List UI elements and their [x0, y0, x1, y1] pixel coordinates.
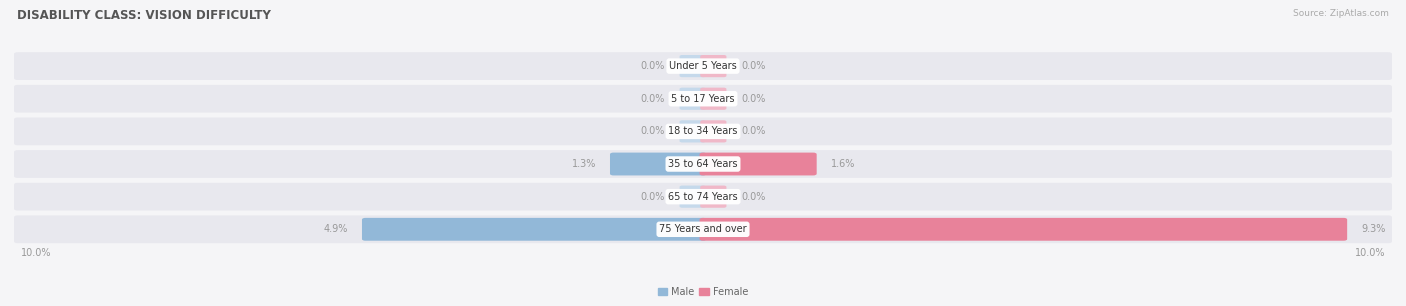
Text: 9.3%: 9.3% — [1361, 224, 1385, 234]
Text: 10.0%: 10.0% — [21, 248, 52, 258]
FancyBboxPatch shape — [700, 218, 1347, 241]
FancyBboxPatch shape — [14, 150, 1392, 178]
Text: 75 Years and over: 75 Years and over — [659, 224, 747, 234]
FancyBboxPatch shape — [700, 120, 727, 143]
Text: 4.9%: 4.9% — [323, 224, 349, 234]
Text: 1.6%: 1.6% — [831, 159, 855, 169]
FancyBboxPatch shape — [700, 55, 727, 77]
Text: 18 to 34 Years: 18 to 34 Years — [668, 126, 738, 136]
FancyBboxPatch shape — [679, 185, 706, 208]
Text: Source: ZipAtlas.com: Source: ZipAtlas.com — [1294, 9, 1389, 18]
FancyBboxPatch shape — [14, 118, 1392, 145]
Text: DISABILITY CLASS: VISION DIFFICULTY: DISABILITY CLASS: VISION DIFFICULTY — [17, 9, 271, 22]
Text: 35 to 64 Years: 35 to 64 Years — [668, 159, 738, 169]
FancyBboxPatch shape — [679, 55, 706, 77]
FancyBboxPatch shape — [14, 183, 1392, 211]
Text: 0.0%: 0.0% — [741, 192, 765, 202]
Text: 0.0%: 0.0% — [641, 192, 665, 202]
FancyBboxPatch shape — [610, 153, 706, 175]
FancyBboxPatch shape — [14, 215, 1392, 243]
FancyBboxPatch shape — [700, 153, 817, 175]
Text: 65 to 74 Years: 65 to 74 Years — [668, 192, 738, 202]
Text: 0.0%: 0.0% — [641, 126, 665, 136]
FancyBboxPatch shape — [700, 88, 727, 110]
Legend: Male, Female: Male, Female — [654, 283, 752, 301]
Text: 0.0%: 0.0% — [641, 94, 665, 104]
FancyBboxPatch shape — [14, 85, 1392, 113]
Text: 0.0%: 0.0% — [741, 94, 765, 104]
Text: 0.0%: 0.0% — [641, 61, 665, 71]
Text: 5 to 17 Years: 5 to 17 Years — [671, 94, 735, 104]
FancyBboxPatch shape — [679, 120, 706, 143]
FancyBboxPatch shape — [700, 185, 727, 208]
Text: 1.3%: 1.3% — [572, 159, 596, 169]
FancyBboxPatch shape — [679, 88, 706, 110]
Text: 10.0%: 10.0% — [1354, 248, 1385, 258]
Text: 0.0%: 0.0% — [741, 61, 765, 71]
Text: Under 5 Years: Under 5 Years — [669, 61, 737, 71]
FancyBboxPatch shape — [361, 218, 706, 241]
FancyBboxPatch shape — [14, 52, 1392, 80]
Text: 0.0%: 0.0% — [741, 126, 765, 136]
